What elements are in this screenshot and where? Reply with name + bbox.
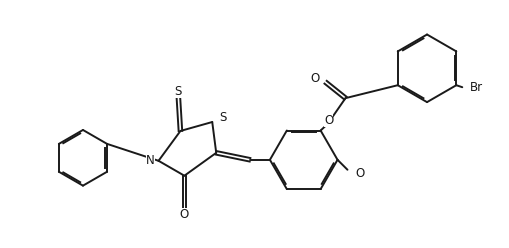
Text: N: N	[146, 154, 154, 167]
Text: Br: Br	[469, 81, 483, 94]
Text: S: S	[175, 85, 182, 98]
Text: O: O	[179, 208, 189, 221]
Text: O: O	[310, 72, 319, 85]
Text: S: S	[219, 111, 226, 124]
Text: O: O	[323, 114, 332, 126]
Text: O: O	[355, 167, 364, 180]
